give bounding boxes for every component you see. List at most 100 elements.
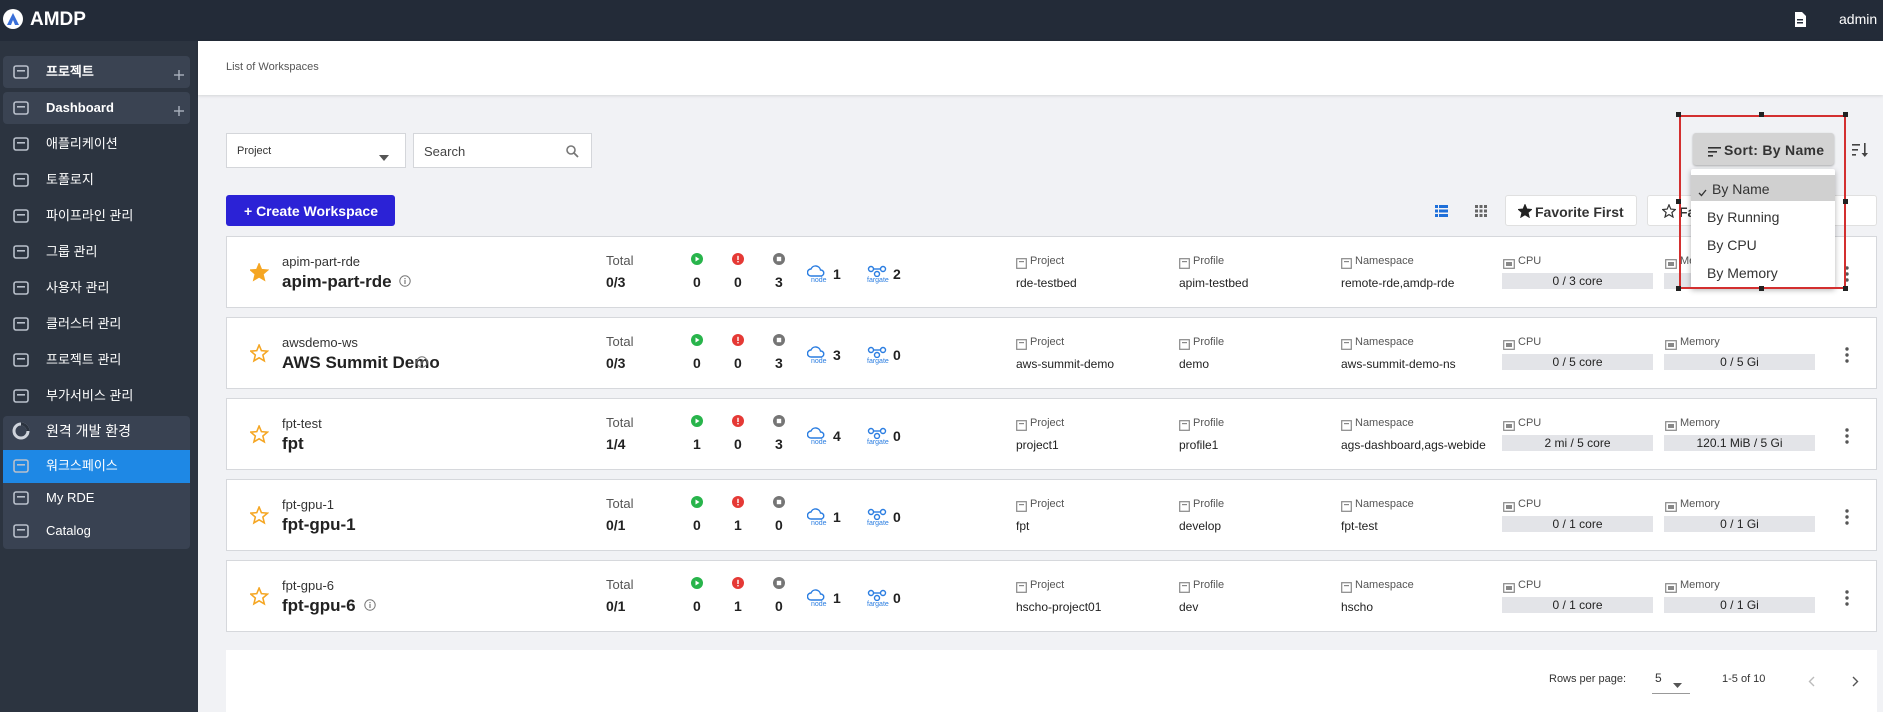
row-menu[interactable]	[1845, 347, 1849, 363]
menu-item[interactable]: 원격 개발 환경	[46, 423, 132, 439]
menu-box	[3, 56, 190, 88]
favorite-first-button[interactable]: Favorite First	[1505, 195, 1637, 226]
sort-button[interactable]: Sort: By Name	[1693, 133, 1834, 165]
selection-handle	[1759, 112, 1764, 117]
search-icon	[566, 145, 579, 158]
workspace-name[interactable]: fpt	[282, 434, 304, 453]
breadcrumb: List of Workspaces	[226, 61, 319, 73]
workspace-name[interactable]: fpt-gpu-6	[282, 596, 356, 615]
menu-plus[interactable]	[174, 103, 184, 116]
project-icon	[1016, 418, 1027, 431]
menu-item[interactable]: 애플리케이션	[46, 136, 118, 151]
doc-icon[interactable]	[1794, 12, 1806, 27]
node-caption: node	[811, 439, 827, 446]
menu-plus[interactable]	[174, 67, 184, 80]
fargate-caption: fargate	[867, 601, 889, 608]
error-icon	[732, 576, 744, 589]
menu-item[interactable]: 사용자 관리	[46, 280, 110, 295]
cpu-icon-svg	[1503, 421, 1515, 431]
rows-per-page-value[interactable]: 5	[1655, 671, 1662, 685]
node-caption: node	[811, 601, 827, 608]
cpu-label: CPU	[1518, 498, 1542, 510]
total-label: Total	[606, 253, 634, 268]
logo-text: AMDP	[30, 9, 86, 30]
search-box[interactable]: Search	[413, 133, 592, 168]
info-icon[interactable]	[364, 598, 377, 611]
stopped-icon	[773, 576, 785, 589]
row-menu[interactable]	[1845, 428, 1849, 444]
create-button[interactable]: + Create Workspace	[226, 195, 395, 226]
list-view-icon[interactable]	[1435, 204, 1448, 217]
stopped-icon-svg	[773, 334, 785, 346]
cpu-icon	[1503, 499, 1515, 512]
grid-view-icon[interactable]	[1475, 204, 1487, 217]
project-icon-svg	[1016, 258, 1027, 269]
next-page[interactable]	[1852, 674, 1859, 687]
row-menu[interactable]	[1845, 266, 1849, 282]
favorite-star[interactable]	[248, 505, 270, 525]
project-select[interactable]: Project	[226, 133, 406, 168]
workspace-name[interactable]: AWS Summit Demo	[282, 353, 440, 372]
user-name[interactable]: admin	[1839, 11, 1878, 27]
menu-icon-svg	[13, 459, 29, 473]
menu-item[interactable]: Dashboard	[46, 100, 114, 115]
prev-page[interactable]	[1808, 674, 1815, 687]
highlight-box	[1679, 115, 1846, 289]
favorite-star-svg	[248, 424, 270, 444]
fargate-count: 2	[893, 266, 901, 282]
cpu-label: CPU	[1518, 255, 1542, 267]
node-icon-svg	[806, 589, 825, 601]
fargate-icon-svg	[867, 589, 887, 602]
running-icon-svg	[691, 577, 703, 589]
fargate-icon	[867, 426, 887, 440]
selection-handle	[1843, 286, 1848, 291]
sort-option[interactable]: By CPU	[1691, 231, 1835, 257]
sort-order-icon[interactable]	[1852, 143, 1868, 157]
sort-option[interactable]: By Running	[1691, 203, 1835, 229]
favorite-star[interactable]	[248, 262, 270, 282]
favorite-star[interactable]	[248, 586, 270, 606]
menu-item[interactable]: 토폴로지	[46, 172, 94, 187]
menu-item[interactable]: 워크스페이스	[46, 458, 118, 473]
search-icon-svg	[566, 145, 579, 158]
row-menu[interactable]	[1845, 509, 1849, 525]
favorite-star[interactable]	[248, 424, 270, 444]
menu-item[interactable]: 프로젝트 관리	[46, 352, 122, 367]
star-icon-svg	[1661, 203, 1677, 219]
menu-item[interactable]: 클러스터 관리	[46, 316, 122, 331]
workspace-row: awsdemo-ws AWS Summit Demo Total 0/3 0 0 3 node…	[226, 317, 1877, 389]
rows-per-page-arrow[interactable]	[1673, 675, 1682, 688]
menu-icon-svg	[13, 209, 29, 223]
error-count: 0	[734, 436, 742, 452]
menu-active	[3, 450, 190, 483]
sort-option[interactable]: By Name	[1691, 175, 1835, 201]
cpu-value: 0 / 5 core	[1552, 355, 1603, 369]
row-menu[interactable]	[1845, 590, 1849, 606]
workspace-name[interactable]: fpt-gpu-1	[282, 515, 356, 534]
favorite-star[interactable]	[248, 343, 270, 363]
sort-option-label: By Memory	[1707, 265, 1778, 281]
memory-bar: 0 / 1 Gi	[1664, 516, 1815, 532]
error-icon-svg	[732, 334, 744, 346]
cpu-bar: 0 / 1 core	[1502, 597, 1653, 613]
info-icon[interactable]	[399, 274, 411, 287]
project-value: rde-testbed	[1016, 276, 1077, 290]
workspace-name[interactable]: apim-part-rde	[282, 272, 392, 291]
menu-item[interactable]: Catalog	[46, 523, 91, 538]
menu-item[interactable]: 그룹 관리	[46, 244, 98, 259]
sort-menu: By Name By Running By CPU By Memory	[1691, 169, 1835, 288]
namespace-icon-svg	[1341, 582, 1352, 593]
menu-item[interactable]: My RDE	[46, 490, 95, 505]
star-icon-svg	[1517, 203, 1533, 219]
menu-icon	[12, 522, 30, 540]
menu-icon-svg	[12, 422, 30, 440]
menu-item[interactable]: 프로젝트	[46, 64, 94, 79]
memory-value: 0 / 5 Gi	[1720, 355, 1759, 369]
fargate-caption: fargate	[867, 439, 889, 446]
menu-item[interactable]: 부가서비스 관리	[46, 388, 134, 403]
menu-icon	[12, 422, 30, 440]
menu-item[interactable]: 파이프라인 관리	[46, 208, 134, 223]
sort-option[interactable]: By Memory	[1691, 259, 1835, 285]
info-icon[interactable]	[416, 355, 428, 368]
stopped-icon	[773, 414, 785, 427]
